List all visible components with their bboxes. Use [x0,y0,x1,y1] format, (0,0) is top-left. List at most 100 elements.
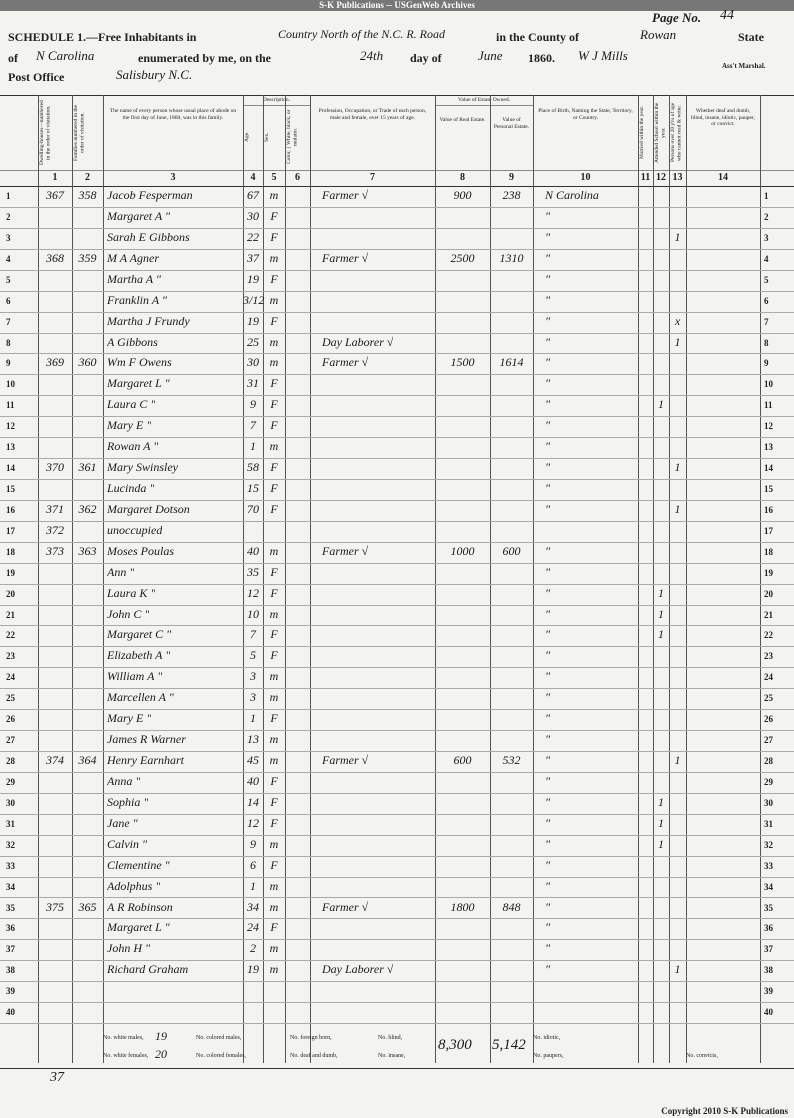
cell-birth: " [545,941,551,956]
line-number: 25 [6,693,15,704]
column-number: 2 [85,172,90,183]
line-number: 21 [764,609,773,620]
row-rule [0,416,794,418]
rule [0,1068,794,1069]
cell-name: John C " [107,606,150,621]
cell-family: 365 [78,899,97,914]
cell-sex: F [270,794,278,809]
row-rule [0,960,794,962]
cell-age: 30 [247,355,259,370]
line-number: 9 [764,358,769,369]
cell-name: Margaret Dotson [107,501,190,516]
cell-birth: " [545,271,551,286]
line-number: 37 [6,944,15,955]
cell-name: Jane " [107,815,138,830]
row-rule [0,604,794,606]
column-header: Age. [244,131,250,143]
line-number: 22 [764,630,773,641]
line-number: 16 [6,504,15,515]
cell-birth: " [545,439,551,454]
cell-sex: F [270,585,278,600]
cell-illiterate: 1 [674,460,681,474]
row-rule [0,206,794,208]
cell-sex: m [269,899,279,914]
cell-name: Calvin " [107,836,148,851]
column-rule [653,95,654,1063]
line-number: 39 [6,986,15,997]
line-number: 12 [764,421,773,432]
cell-birth: " [545,899,551,914]
cell-age: 35 [247,564,259,579]
cell-birth: " [545,292,551,307]
column-header: Color, { White, black, or mulatto. [286,109,299,165]
row-rule [0,688,794,690]
row-rule [0,813,794,815]
row-rule [0,374,794,376]
cell-family: 363 [78,543,97,558]
cell-dwelling: 369 [46,355,64,370]
cell-name: Laura K " [107,585,156,600]
cell-name: Ann " [107,564,135,579]
footer-label: No. colored females, [196,1053,246,1059]
line-number: 4 [764,253,769,264]
cell-sex: F [270,857,278,872]
cell-sex: F [270,480,278,495]
cell-school: 1 [658,815,664,830]
row-rule [0,667,794,669]
row-rule [0,227,794,229]
column-rule [638,95,639,1063]
cell-name: William A " [107,669,163,684]
column-rule [310,95,311,1063]
column-rule [686,95,687,1063]
cell-occupation: Farmer √ [322,899,369,914]
cell-age: 70 [247,501,259,516]
line-number: 1 [6,191,11,201]
line-number: 9 [6,358,11,369]
cell-name: Sophia " [107,794,149,809]
row-rule [0,897,794,899]
cell-age: 30 [247,208,259,223]
county-label: in the County of [496,30,580,44]
line-number: 14 [764,463,773,473]
cell-age: 6 [250,857,256,872]
footer-label: No. paupers, [533,1053,564,1059]
line-number: 28 [764,756,773,766]
cell-sex: m [269,334,279,349]
line-number: 33 [6,860,15,871]
row-rule [0,981,794,983]
cell-name: Laura C " [107,397,156,412]
cell-name: Mary E " [107,711,152,726]
cell-sex: F [270,229,278,244]
line-number: 13 [6,442,15,453]
row-rule [0,730,794,731]
cell-age: 37 [247,250,259,265]
cell-school: 1 [658,627,664,642]
cell-sex: F [270,648,278,663]
line-number: 5 [6,274,11,285]
cell-real: 1500 [450,355,475,370]
cell-illiterate: 1 [674,501,681,516]
line-number: 30 [6,797,15,808]
cell-sex: F [270,397,278,412]
cell-family: 362 [78,501,97,516]
cell-birth: " [545,564,551,579]
cell-dwelling: 373 [46,543,64,558]
footer-label: No. blind, [378,1035,403,1041]
cell-family: 359 [78,250,97,265]
cell-personal: 238 [502,188,521,202]
cell-dwelling: 370 [46,460,64,474]
cell-birth: " [545,836,551,851]
column-number: 12 [656,172,666,183]
margin-note: 37 [50,1070,64,1085]
line-number: 36 [764,923,773,934]
footer-label: No. white females, [103,1053,149,1059]
cell-school: 1 [658,397,664,412]
column-number: 3 [170,172,176,183]
cell-occupation: Farmer √ [322,753,369,767]
line-number: 17 [6,525,15,536]
page-label: Page No. [652,10,702,25]
cell-personal: 532 [502,753,521,767]
line-number: 30 [764,797,773,808]
line-number: 40 [764,1007,773,1018]
